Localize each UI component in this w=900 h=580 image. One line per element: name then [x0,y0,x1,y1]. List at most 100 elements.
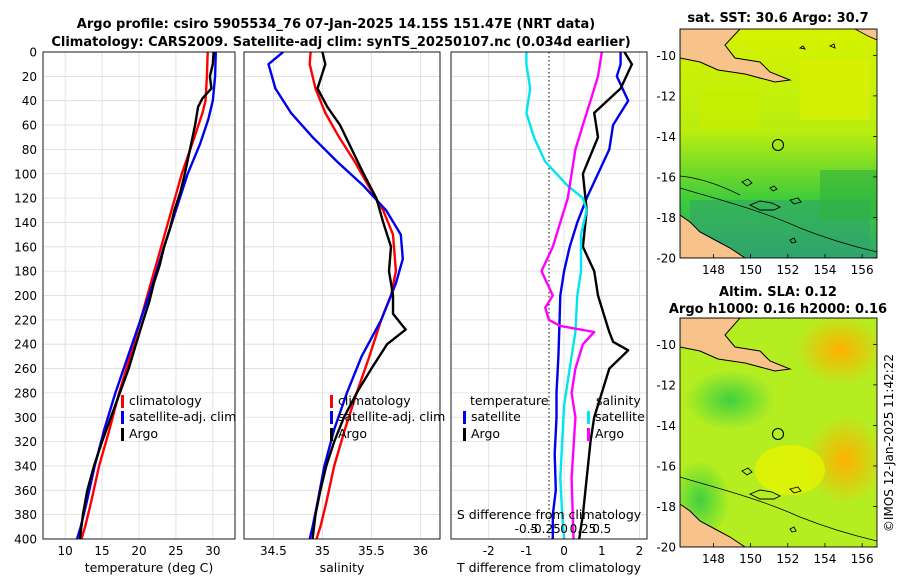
y-tick-label: 240 [14,338,37,352]
salinity-panel: 34.5 35 35.5 36 salinity climatology satell… [243,51,445,575]
x-tick-label: 35.5 [358,544,385,558]
series-line-s-argo [540,52,603,539]
y-tick-label: 280 [14,386,37,400]
legend-label-s-satellite: satellite [595,409,645,424]
y-tick-label: 0 [29,46,37,60]
y-tick-label: 40 [22,94,37,108]
y-tick-label: 220 [14,313,37,327]
new-guinea-landmass [680,29,792,83]
y-tick-label: 120 [14,192,37,206]
legend-label-climatology: climatology [338,393,411,408]
salinity-legend: climatology satellite-adj. clim Argo [330,393,445,441]
legend-label-t-satellite: satellite [471,409,521,424]
legend-swatch-s-satellite [587,411,590,424]
sst-map: sat. SST: 30.6 Argo: 30.7 148 150 152 154 15… [656,11,878,277]
y-tick-label: 160 [14,240,37,254]
map-lat-label: -18 [656,211,676,225]
australia-landmass [680,214,746,258]
series-line-argo [78,52,215,539]
sla-high-anomaly [795,318,877,385]
y-tick-label: 200 [14,289,37,303]
y-tick-label: 340 [14,459,37,473]
map-lon-label: 148 [702,552,725,566]
s-x-tick-label: 0.25 [570,522,597,536]
temperature-panel: 0 20 40 60 80 100 120 140 160 180 200 220 240 260 280 3… [14,46,236,576]
reef-outline [741,178,802,205]
australia-landmass [680,503,746,547]
map-lat-label: -18 [656,500,676,514]
difference-legend: temperature satellite Argo salinity sate… [463,393,645,441]
difference-frame [450,51,648,540]
legend-swatch-s-argo [587,428,590,441]
s-difference-tick-labels: -0.5-0.25 0 0.250.5 [515,522,612,536]
legend-label-t-argo: Argo [471,426,500,441]
reef-outline [748,200,782,211]
figure-title-line1: Argo profile: csiro 5905534_76 07-Jan-20… [77,17,595,32]
difference-lines [525,52,634,539]
sla-map-frame [679,317,878,548]
legend-swatch-climatology [330,395,333,408]
sla-patch [755,445,825,495]
temperature-frame [42,51,236,540]
x-tick-label: -1 [520,544,532,558]
sst-map-ticks: 148 150 152 154 156 -10 -12 -14 -16 -18 -20 [656,49,877,277]
island-outline [789,43,836,244]
y-tick-label: 400 [14,533,37,547]
legend-label-satellite: satellite-adj. clim [129,409,236,424]
difference-panel: -2 -1 0 1 2 -0.5-0.25 0 0.250.5 S difference f… [450,51,648,575]
series-line-climatology [308,52,398,539]
s-x-tick-label: 0 [560,522,568,536]
sla-map: Altim. SLA: 0.12 Argo h1000: 0.16 h2000:… [656,285,887,566]
landmass [854,29,877,41]
map-lat-label: -14 [656,419,676,433]
s-x-tick-label: -0.5 [515,522,538,536]
map-lat-label: -14 [656,130,676,144]
sst-patch [700,90,760,130]
map-lat-label: -12 [656,89,676,103]
legend-label-satellite: satellite-adj. clim [338,409,445,424]
map-lon-label: 150 [739,263,762,277]
x-tick-label: 0 [560,544,568,558]
series-line-satellite-adj-clim [267,52,404,539]
temperature-legend: climatology satellite-adj. clim Argo [121,393,236,441]
sla-high-anomaly [805,415,877,505]
map-lat-label: -10 [656,338,676,352]
legend-swatch-climatology [121,395,124,408]
x-tick-label: 1 [598,544,606,558]
legend-label-climatology: climatology [129,393,202,408]
island-outline [789,526,797,533]
map-lon-label: 150 [739,552,762,566]
series-line-climatology [80,52,209,539]
map-lat-label: -16 [656,459,676,473]
map-lon-label: 152 [776,263,799,277]
x-tick-label: 25 [168,544,183,558]
map-lat-label: -16 [656,170,676,184]
bathymetry-contour [680,187,877,253]
legend-swatch-satellite [121,411,124,424]
legend-swatch-argo [330,428,333,441]
salinity-grid [244,51,440,540]
y-tick-label: 60 [22,119,37,133]
argo-position-marker [771,138,785,152]
y-tick-label: 180 [14,265,37,279]
t-difference-tick-labels: -2 -1 0 1 2 [483,544,644,558]
figure-title-line2: Climatology: CARS2009. Satellite-adj cli… [51,35,630,50]
salinity-tick-labels: 34.5 35 35.5 36 [260,544,428,558]
s-x-tick-label: 0.5 [592,522,611,536]
y-tick-label: 360 [14,484,37,498]
temperature-lines [75,52,217,539]
reef-outline [741,467,802,500]
sst-patch [800,60,870,120]
sst-map-title: sat. SST: 30.6 Argo: 30.7 [687,11,868,26]
y-tick-label: 80 [22,143,37,157]
legend-swatch-t-satellite [463,411,466,424]
temperature-axis-label: temperature (deg C) [85,560,214,575]
sla-map-title-line2: Argo h1000: 0.16 h2000: 0.16 [669,302,887,317]
legend-label-s-argo: Argo [595,426,624,441]
x-tick-label: 2 [636,544,644,558]
t-difference-axis-label: T difference from climatology [456,560,642,575]
map-lon-label: 152 [776,552,799,566]
sst-map-field [680,29,877,258]
sla-map-ticks: 148 150 152 154 156 -10 -12 -14 -16 -18 -20 [656,338,877,566]
